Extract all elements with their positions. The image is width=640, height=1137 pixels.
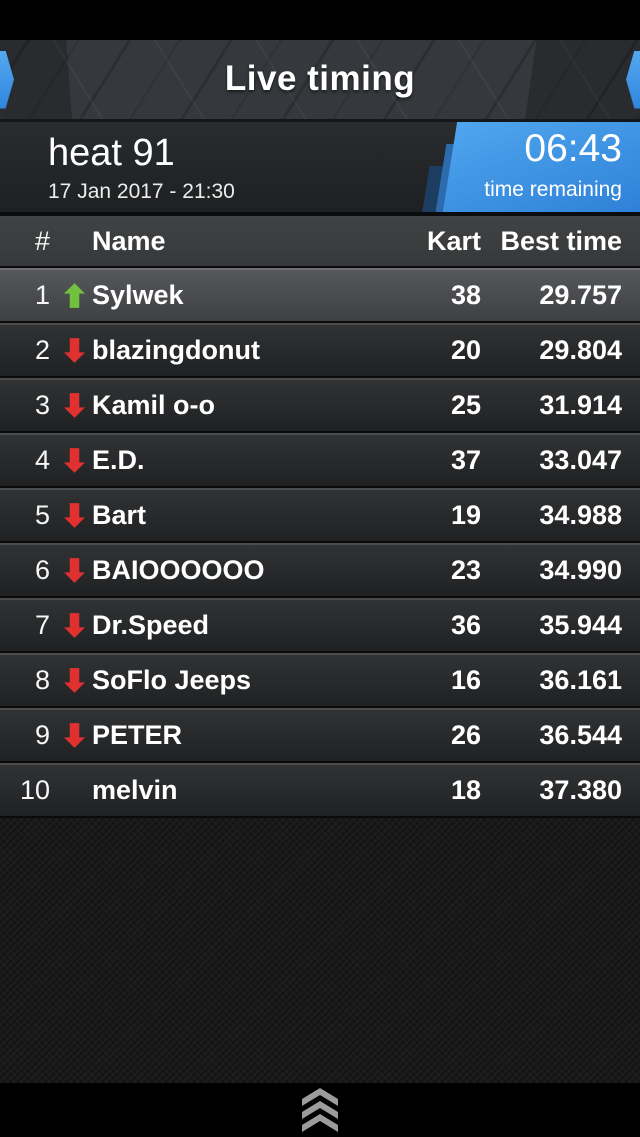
position-number: 4 <box>34 445 50 475</box>
table-row[interactable]: 2 blazingdonut 20 29.804 <box>0 323 640 378</box>
kart-number: 38 <box>450 280 481 310</box>
trend-down-icon <box>56 668 92 693</box>
kart-number: 20 <box>450 335 481 365</box>
best-time: 29.804 <box>539 335 622 365</box>
trend-down-icon <box>56 503 92 528</box>
status-bar <box>0 0 640 40</box>
heat-info-bar: heat 91 17 Jan 2017 - 21:30 06:43 time r… <box>0 122 640 216</box>
page-title: Live timing <box>224 58 416 98</box>
column-header-best: Best time <box>500 225 622 256</box>
position-number: 10 <box>19 775 50 805</box>
heat-title: heat 91 <box>48 132 175 174</box>
heat-datetime: 17 Jan 2017 - 21:30 <box>48 180 235 203</box>
position-number: 3 <box>34 390 50 420</box>
driver-name: BAIOOOOOO <box>92 555 265 585</box>
column-header-name: Name <box>92 225 166 256</box>
empty-textured-area <box>0 818 640 1083</box>
table-row[interactable]: 6 BAIOOOOOO 23 34.990 <box>0 543 640 598</box>
app-header: Live timing <box>0 40 640 122</box>
best-time: 29.757 <box>539 280 622 310</box>
driver-name: PETER <box>92 720 183 750</box>
trend-down-icon <box>56 558 92 583</box>
driver-name: SoFlo Jeeps <box>92 665 252 695</box>
position-number: 2 <box>34 335 50 365</box>
best-time: 34.990 <box>539 555 622 585</box>
position-number: 9 <box>34 720 50 750</box>
best-time: 33.047 <box>539 445 622 475</box>
trend-up-icon <box>56 283 92 308</box>
table-row[interactable]: 4 E.D. 37 33.047 <box>0 433 640 488</box>
table-row[interactable]: 1 Sylwek 38 29.757 <box>0 268 640 323</box>
table-row[interactable]: 3 Kamil o-o 25 31.914 <box>0 378 640 433</box>
table-row[interactable]: 8 SoFlo Jeeps 16 36.161 <box>0 653 640 708</box>
table-row[interactable]: 9 PETER 26 36.544 <box>0 708 640 763</box>
driver-name: Sylwek <box>92 280 184 310</box>
driver-name: E.D. <box>92 445 145 475</box>
column-header-kart: Kart <box>426 225 481 256</box>
leaderboard-rows: 1 Sylwek 38 29.757 2 blazingdonut 20 29.804 3 Kam… <box>0 268 640 818</box>
kart-number: 19 <box>450 500 481 530</box>
driver-name: blazingdonut <box>92 335 260 365</box>
table-header: # Name Kart Best time <box>0 216 640 268</box>
chevrons-up-icon[interactable] <box>300 1088 340 1132</box>
position-number: 1 <box>34 280 50 310</box>
best-time: 31.914 <box>539 390 622 420</box>
best-time: 34.988 <box>539 500 622 530</box>
kart-number: 18 <box>450 775 481 805</box>
driver-name: melvin <box>92 775 178 805</box>
driver-name: Bart <box>92 500 147 530</box>
trend-down-icon <box>56 393 92 418</box>
time-remaining-panel: 06:43 time remaining <box>422 122 640 212</box>
position-number: 6 <box>34 555 50 585</box>
table-row[interactable]: 10 melvin 18 37.380 <box>0 763 640 818</box>
best-time: 36.161 <box>539 665 622 695</box>
time-remaining-value: 06:43 <box>524 127 622 170</box>
trend-down-icon <box>56 723 92 748</box>
trend-down-icon <box>56 448 92 473</box>
table-row[interactable]: 7 Dr.Speed 36 35.944 <box>0 598 640 653</box>
column-header-pos: # <box>34 225 50 256</box>
best-time: 36.544 <box>539 720 622 750</box>
kart-number: 36 <box>450 610 481 640</box>
driver-name: Dr.Speed <box>92 610 210 640</box>
table-row[interactable]: 5 Bart 19 34.988 <box>0 488 640 543</box>
kart-number: 23 <box>450 555 481 585</box>
best-time: 37.380 <box>539 775 622 805</box>
time-remaining-label: time remaining <box>484 178 622 201</box>
bottom-bar[interactable] <box>0 1083 640 1137</box>
kart-number: 26 <box>450 720 481 750</box>
kart-number: 16 <box>450 665 481 695</box>
header-shade-right <box>525 40 640 119</box>
trend-down-icon <box>56 613 92 638</box>
driver-name: Kamil o-o <box>92 390 216 420</box>
position-number: 5 <box>34 500 50 530</box>
kart-number: 37 <box>450 445 481 475</box>
position-number: 7 <box>34 610 50 640</box>
kart-number: 25 <box>450 390 481 420</box>
trend-down-icon <box>56 338 92 363</box>
position-number: 8 <box>34 665 50 695</box>
best-time: 35.944 <box>539 610 622 640</box>
